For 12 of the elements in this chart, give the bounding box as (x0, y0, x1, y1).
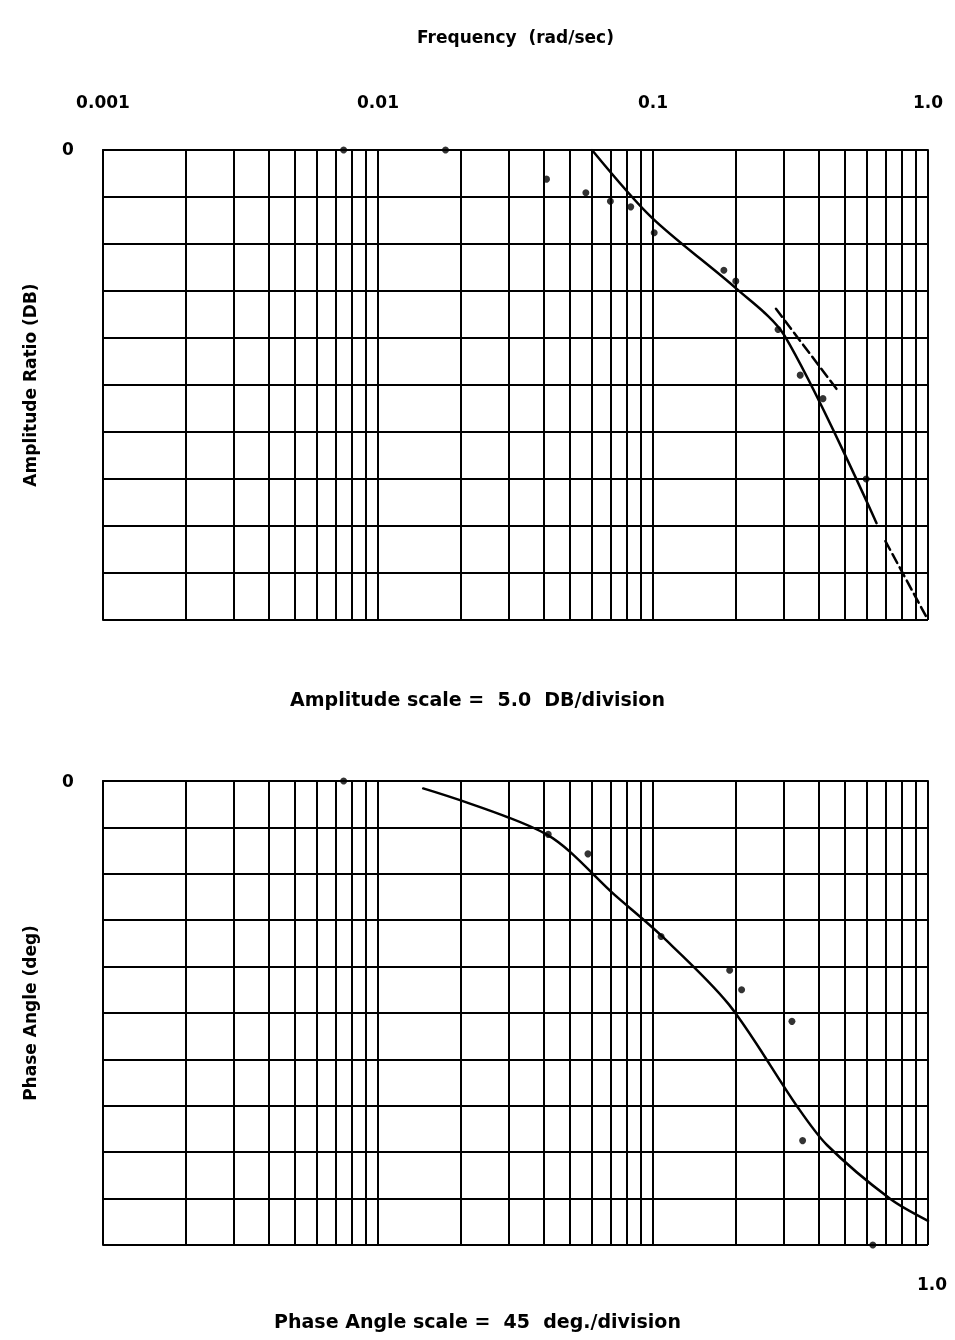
text: Phase Angle scale = 45 deg./division (274, 1309, 681, 1332)
x-tick-label: 0.001 (76, 91, 130, 112)
text: 0 (62, 138, 74, 159)
x-tick-label: 0.1 (637, 91, 669, 112)
x-axis-title: Frequency (rad/sec) (417, 26, 614, 47)
text: Amplitude scale = 5.0 DB/division (290, 687, 665, 710)
x-tick-label: 0.01 (357, 91, 399, 112)
y-axis-title: Phase Angle (deg) (19, 925, 40, 1101)
text: 1.0 (916, 1273, 948, 1294)
x-tick-label: 1.0 (912, 91, 944, 112)
y-axis-title: Amplitude Ratio (DB) (19, 283, 40, 487)
text: 0 (62, 770, 74, 791)
